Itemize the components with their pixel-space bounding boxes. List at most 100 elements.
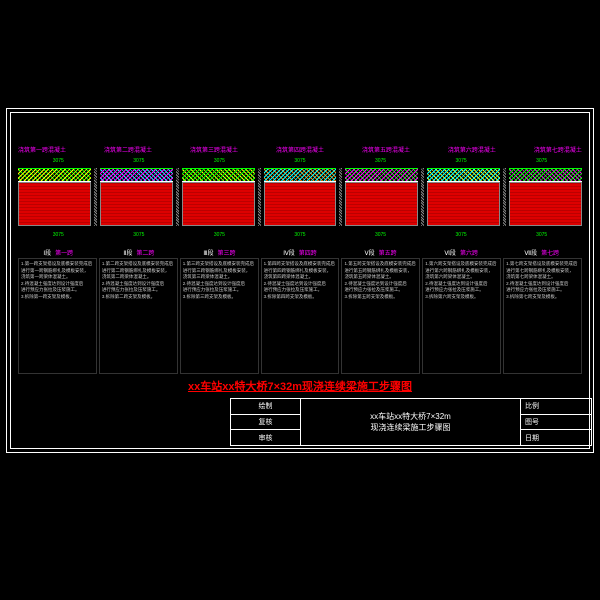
titleblock-date: 日期 bbox=[521, 430, 591, 445]
span-block bbox=[345, 168, 418, 226]
span-top-labels: 浇筑第一跨混凝土 浇筑第二跨混凝土 浇筑第三跨混凝土 浇筑第四跨混凝土 浇筑第五跨混凝土… bbox=[18, 145, 582, 154]
deck-hatching bbox=[18, 168, 91, 182]
note-line: 进行预应力张拉及压浆施工。 bbox=[183, 287, 256, 293]
note-line: 进行预应力张拉及压浆施工。 bbox=[264, 287, 337, 293]
note-line: 3.拆除第六跨支架及模板。 bbox=[425, 294, 498, 300]
note-line: 3.拆除第二跨支架及模板。 bbox=[102, 294, 175, 300]
stage-mark: Ⅵ段 bbox=[444, 248, 456, 257]
beam-body bbox=[100, 182, 173, 226]
pier-gap bbox=[176, 168, 179, 226]
titleblock-checked-by: 复核 bbox=[231, 415, 301, 431]
note-line: 3.拆除第一跨支架及模板。 bbox=[21, 294, 94, 300]
note-line: 浇筑第七跨梁体混凝土。 bbox=[506, 274, 579, 280]
dimension-value: 3075 bbox=[294, 158, 305, 164]
deck-hatching bbox=[427, 168, 500, 182]
dimension-value: 3075 bbox=[536, 158, 547, 164]
pier-gap bbox=[503, 168, 506, 226]
span-block bbox=[182, 168, 255, 226]
note-line: 进行预应力张拉及压浆施工。 bbox=[506, 287, 579, 293]
note-column: 1.第四跨支架搭设及底模安装完成后进行第四跨钢筋绑扎及模板安装，浇筑第四跨梁体混… bbox=[261, 258, 340, 374]
construction-notes-row: 1.第一跨支架搭设及底模安装完成后进行第一跨钢筋绑扎及模板安装，浇筑第一跨梁体混… bbox=[18, 258, 582, 374]
span-top-label: 浇筑第三跨混凝土 bbox=[190, 145, 238, 154]
beam-body bbox=[427, 182, 500, 226]
note-column: 1.第七跨支架搭设及底模安装完成后进行第七跨钢筋绑扎及模板安装，浇筑第七跨梁体混… bbox=[503, 258, 582, 374]
stage-mark: Ⅲ段 bbox=[203, 248, 213, 257]
span-block bbox=[18, 168, 91, 226]
note-line: 1.第二跨支架搭设及底模安装完成后 bbox=[102, 261, 175, 267]
titleblock-title-line2: 现浇连续梁施工步骤图 bbox=[371, 422, 451, 433]
span-block bbox=[427, 168, 500, 226]
note-line: 1.第三跨支架搭设及底模安装完成后 bbox=[183, 261, 256, 267]
span-top-label: 浇筑第二跨混凝土 bbox=[104, 145, 152, 154]
titleblock-title-line1: xx车站xx特大桥7×32m bbox=[370, 411, 451, 422]
titleblock-drawing-no: 图号 bbox=[521, 415, 591, 431]
note-line: 进行预应力张拉及压浆施工。 bbox=[21, 287, 94, 293]
beam-body bbox=[18, 182, 91, 226]
note-line: 进行第二跨钢筋绑扎及模板安装， bbox=[102, 268, 175, 274]
dimension-value: 3075 bbox=[53, 158, 64, 164]
span-block bbox=[100, 168, 173, 226]
pier-gap bbox=[258, 168, 261, 226]
note-column: 1.第五跨支架搭设及底模安装完成后进行第五跨钢筋绑扎及模板安装，浇筑第五跨梁体混… bbox=[341, 258, 420, 374]
span-top-label: 浇筑第四跨混凝土 bbox=[276, 145, 324, 154]
drawing-title-red: xx车站xx特大桥7×32m现浇连续梁施工步骤图 bbox=[0, 378, 600, 394]
note-line: 浇筑第三跨梁体混凝土。 bbox=[183, 274, 256, 280]
span-top-label: 浇筑第七跨混凝土 bbox=[534, 145, 582, 154]
note-line: 1.第五跨支架搭设及底模安装完成后 bbox=[344, 261, 417, 267]
deck-hatching bbox=[345, 168, 418, 182]
dimension-value: 3075 bbox=[456, 158, 467, 164]
note-line: 进行预应力张拉及压浆施工。 bbox=[102, 287, 175, 293]
span-top-label: 浇筑第一跨混凝土 bbox=[18, 145, 66, 154]
note-column: 1.第三跨支架搭设及底模安装完成后进行第三跨钢筋绑扎及模板安装，浇筑第三跨梁体混… bbox=[180, 258, 259, 374]
stage-mark: Ⅴ段 bbox=[365, 248, 375, 257]
note-line: 浇筑第六跨梁体混凝土。 bbox=[425, 274, 498, 280]
note-line: 2.待混凝土强度达到设计强度后 bbox=[102, 281, 175, 287]
dimension-value: 3075 bbox=[53, 232, 64, 238]
note-line: 进行预应力张拉及压浆施工。 bbox=[425, 287, 498, 293]
stage-name: 第四跨 bbox=[299, 251, 317, 257]
stage-name: 第六跨 bbox=[460, 251, 478, 257]
span-top-label: 浇筑第六跨混凝土 bbox=[448, 145, 496, 154]
note-line: 浇筑第五跨梁体混凝土。 bbox=[344, 274, 417, 280]
note-line: 进行第四跨钢筋绑扎及模板安装， bbox=[264, 268, 337, 274]
span-block bbox=[509, 168, 582, 226]
titleblock-right-col: 比例 图号 日期 bbox=[521, 399, 591, 445]
deck-hatching bbox=[509, 168, 582, 182]
deck-hatching bbox=[100, 168, 173, 182]
note-line: 3.拆除第三跨支架及模板。 bbox=[183, 294, 256, 300]
dimension-value: 3075 bbox=[456, 232, 467, 238]
note-line: 3.拆除第七跨支架及模板。 bbox=[506, 294, 579, 300]
note-line: 进行第六跨钢筋绑扎及模板安装， bbox=[425, 268, 498, 274]
deck-hatching bbox=[182, 168, 255, 182]
note-line: 进行预应力张拉及压浆施工。 bbox=[344, 287, 417, 293]
note-line: 浇筑第一跨梁体混凝土。 bbox=[21, 274, 94, 280]
note-line: 3.拆除第五跨支架及模板。 bbox=[344, 294, 417, 300]
dimension-value: 3075 bbox=[375, 158, 386, 164]
dimension-value: 3075 bbox=[133, 232, 144, 238]
stage-name: 第一跨 bbox=[55, 251, 73, 257]
note-column: 1.第二跨支架搭设及底模安装完成后进行第二跨钢筋绑扎及模板安装，浇筑第二跨梁体混… bbox=[99, 258, 178, 374]
note-line: 1.第四跨支架搭设及底模安装完成后 bbox=[264, 261, 337, 267]
pier-gap bbox=[421, 168, 424, 226]
dimension-value: 3075 bbox=[133, 158, 144, 164]
titleblock-title: xx车站xx特大桥7×32m 现浇连续梁施工步骤图 bbox=[301, 399, 521, 445]
span-top-label: 浇筑第五跨混凝土 bbox=[362, 145, 410, 154]
stage-mark: Ⅱ段 bbox=[123, 248, 132, 257]
stage-name: 第五跨 bbox=[379, 251, 397, 257]
beam-body bbox=[264, 182, 337, 226]
beam-body bbox=[509, 182, 582, 226]
note-line: 3.拆除第四跨支架及模板。 bbox=[264, 294, 337, 300]
titleblock-scale: 比例 bbox=[521, 399, 591, 415]
beam-body bbox=[182, 182, 255, 226]
beam-elevation-strip bbox=[18, 168, 582, 226]
dimension-value: 3075 bbox=[214, 232, 225, 238]
note-line: 进行第七跨钢筋绑扎及模板安装， bbox=[506, 268, 579, 274]
note-line: 进行第三跨钢筋绑扎及模板安装， bbox=[183, 268, 256, 274]
note-line: 2.待混凝土强度达到设计强度后 bbox=[506, 281, 579, 287]
note-line: 1.第六跨支架搭设及底模安装完成后 bbox=[425, 261, 498, 267]
titleblock-approved-by: 审核 bbox=[231, 430, 301, 445]
note-line: 1.第七跨支架搭设及底模安装完成后 bbox=[506, 261, 579, 267]
note-line: 1.第一跨支架搭设及底模安装完成后 bbox=[21, 261, 94, 267]
stage-name: 第七跨 bbox=[541, 251, 559, 257]
dimension-value: 3075 bbox=[214, 158, 225, 164]
